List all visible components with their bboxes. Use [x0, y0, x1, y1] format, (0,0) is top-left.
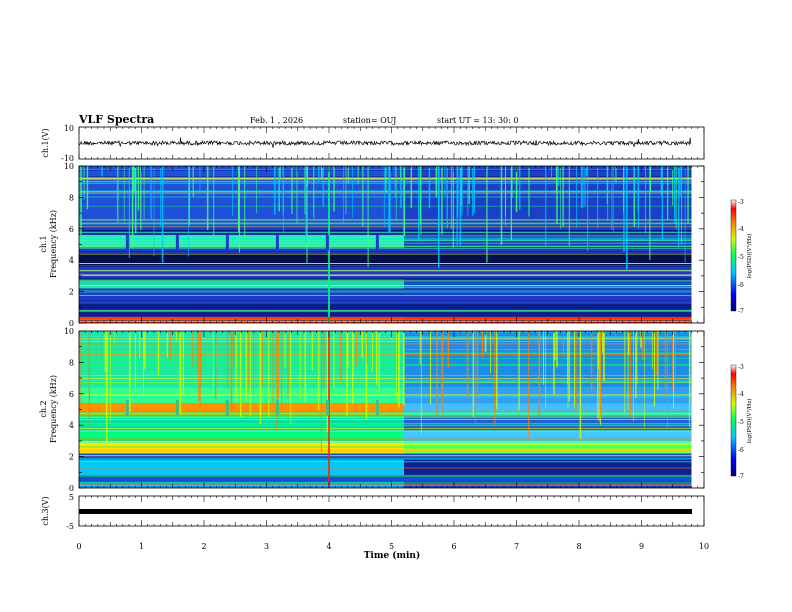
ch1-waveform-ytick-bottom: -10 [61, 154, 74, 163]
spectrogram-band [79, 253, 404, 267]
x-tick-label: 0 [76, 542, 81, 551]
ch1-waveform-trace [78, 137, 692, 148]
x-axis-tick-labels: 0 1 2 3 4 5 6 7 8 9 10 [76, 542, 709, 551]
spectrogram-band [79, 331, 404, 388]
y-tick-label: 10 [64, 327, 74, 336]
y-tick-label: 0 [69, 319, 74, 328]
x-tick-label: 4 [326, 542, 331, 551]
y-tick-label: 8 [69, 358, 74, 367]
ch2-spectrogram-ticks: 0 2 4 6 8 10 [64, 327, 704, 493]
ch1-waveform-ytick-top: 10 [64, 124, 74, 133]
spectrogram-band [404, 253, 692, 267]
x-tick-label: 3 [264, 542, 269, 551]
spectrogram-gap [375, 400, 379, 416]
spectrogram-gap [375, 235, 379, 251]
ch3-waveform-ytick-bottom: -5 [66, 522, 74, 531]
ch1-colorbar [730, 199, 737, 312]
spectrogram-band [79, 459, 404, 476]
ch1-spectrogram-image [78, 166, 704, 323]
ch2-ylabel-channel: ch.2 [39, 400, 48, 417]
y-tick-label: 4 [69, 256, 74, 265]
ch1-spectrogram-panel: 0 2 4 6 8 10 ch.1 Frequency (kHz) -3 -4 -5 -6… [39, 162, 753, 328]
spectrogram-empty-region [691, 331, 704, 488]
ch2-colorbar-tick: -7 [738, 473, 744, 480]
ch1-colorbar-tick: -6 [738, 282, 744, 289]
spectrogram-gap [225, 400, 229, 416]
ch3-waveform-ylabel: ch.3(V) [41, 496, 50, 525]
x-tick-label: 10 [699, 542, 709, 551]
ch3-waveform-ytick-top: 5 [69, 493, 74, 502]
ch2-colorbar-label: log(PSD)(V²/Hz) [746, 399, 753, 444]
spectrogram-band [404, 459, 692, 476]
ch2-colorbar-tick: -6 [738, 447, 744, 454]
date-label: Feb. 1 , 2026 [250, 116, 303, 125]
x-tick-label: 2 [201, 542, 206, 551]
ch1-colorbar-tick: -3 [738, 199, 744, 206]
spectrogram-gap [175, 400, 179, 416]
ch2-spectrogram-image [79, 331, 704, 488]
x-tick-label: 5 [389, 542, 394, 551]
spectrogram-band [404, 279, 692, 289]
ch2-ylabel-frequency: Frequency (kHz) [49, 375, 58, 443]
ch1-spectrogram-ticks: 0 2 4 6 8 10 [64, 162, 704, 328]
ch1-ylabel-channel: ch.1 [39, 235, 48, 252]
x-axis-ticks [78, 127, 705, 526]
y-tick-label: 4 [69, 421, 74, 430]
figure-title: VLF Spectra [78, 113, 154, 126]
ch2-spectrogram-panel: 0 2 4 6 8 10 ch.2 Frequency (kHz) -3 -4 -5 -6… [39, 327, 753, 493]
spectrogram-gap [275, 400, 279, 416]
spectrogram-gap [125, 400, 129, 416]
y-tick-label: 6 [69, 390, 74, 399]
station-label: station= OUJ [343, 116, 396, 125]
x-tick-label: 9 [639, 542, 644, 551]
spectrogram-gap [225, 235, 229, 251]
spectrogram-gap [275, 235, 279, 251]
spectrogram-band [404, 431, 692, 441]
ch1-colorbar-tick: -5 [738, 254, 744, 261]
spectrogram-band [79, 279, 404, 289]
x-axis-label: Time (min) [364, 550, 421, 561]
y-tick-label: 8 [69, 193, 74, 202]
y-tick-label: 2 [69, 453, 74, 462]
spectrogram-gap [175, 235, 179, 251]
spectrogram-gap [325, 235, 329, 251]
spectrogram-band [79, 481, 404, 488]
y-tick-label: 10 [64, 162, 74, 171]
x-tick-label: 1 [139, 542, 144, 551]
ch2-colorbar-tick: -3 [738, 364, 744, 371]
ch1-colorbar-tick: -7 [738, 308, 744, 315]
x-tick-label: 6 [451, 542, 456, 551]
spectrogram-band [404, 166, 692, 226]
ch1-colorbar-label: log(PSD)(V²/Hz) [746, 234, 753, 279]
spectrogram-band [404, 331, 692, 388]
y-tick-label: 0 [69, 484, 74, 493]
spectrogram-gap [325, 400, 329, 416]
ch1-ylabel-frequency: Frequency (kHz) [49, 210, 58, 278]
x-tick-label: 7 [514, 542, 519, 551]
ch1-waveform-ylabel: ch.1(V) [41, 128, 50, 157]
ch2-colorbar-tick: -5 [738, 419, 744, 426]
ch2-colorbar [730, 364, 737, 477]
ch2-colorbar-tick: -4 [738, 391, 744, 398]
x-tick-label: 8 [576, 542, 581, 551]
ch1-colorbar-tick: -4 [738, 226, 744, 233]
spectrogram-band [79, 166, 404, 226]
spectrogram-empty-region [691, 166, 704, 323]
ch3-waveform-trace [79, 509, 692, 514]
y-tick-label: 6 [69, 225, 74, 234]
spectrogram-gap [125, 235, 129, 251]
start-time-label: start UT = 13: 30: 0 [437, 116, 518, 125]
spectrogram-band [79, 431, 404, 441]
y-tick-label: 2 [69, 288, 74, 297]
